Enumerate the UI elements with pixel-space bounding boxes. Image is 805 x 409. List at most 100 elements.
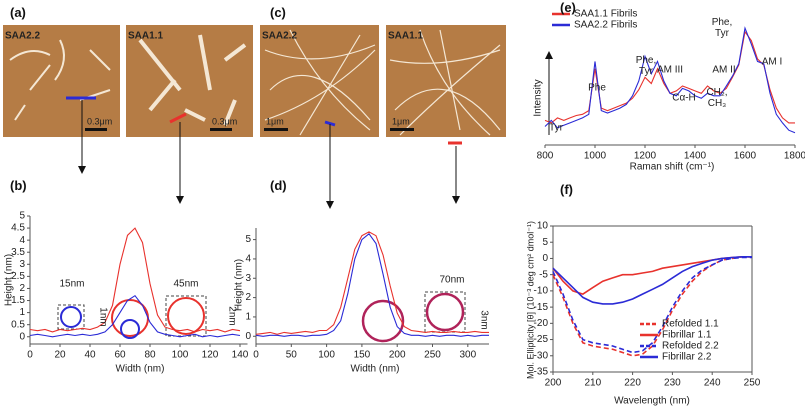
afm-image (3, 25, 120, 137)
scale-label: 1μm (266, 116, 284, 126)
x-tick-label: 120 (202, 350, 219, 361)
annotation: Cα-H (672, 92, 696, 104)
annotation: Phe, Tyr (711, 17, 733, 39)
panel-label: (e) (560, 0, 576, 15)
annotation: 70nm (439, 274, 465, 286)
scale-bar (390, 128, 414, 131)
scale-bar (85, 128, 107, 131)
x-tick-label: 50 (286, 350, 298, 361)
x-tick-label: 300 (459, 350, 476, 361)
y-tick-label: 5 (245, 234, 251, 245)
annotation: 2nm (226, 306, 238, 326)
y-tick-label: 1 (245, 312, 251, 323)
y-tick-label: 2 (19, 283, 25, 294)
panel-label: (d) (270, 178, 287, 193)
annotation: Phe (588, 82, 606, 94)
y-tick-label: -25 (534, 334, 549, 345)
series-line (255, 231, 489, 335)
y-tick-label: 2 (245, 292, 251, 303)
x-tick-label: 800 (537, 151, 554, 162)
series-line (29, 227, 241, 333)
y-tick-label: 0.5 (11, 319, 25, 330)
series-line (552, 256, 752, 305)
scale-label: 0.3μm (212, 116, 237, 126)
y-tick-label: -20 (534, 318, 549, 329)
y-tick-label: 0 (542, 253, 548, 264)
x-tick-label: 40 (84, 350, 96, 361)
x-tick-label: 80 (144, 350, 156, 361)
y-tick-label: 3 (245, 273, 251, 284)
afm-image (386, 25, 506, 145)
annotation: Phe, Tyr (635, 55, 657, 77)
legend-label: SAA2.2 Fibrils (574, 20, 637, 31)
scale-label: 1μm (392, 116, 410, 126)
y-axis-label: Intensity (533, 79, 544, 116)
cross-section-diagram (57, 291, 466, 343)
y-axis-label: Height (nm) (4, 254, 15, 306)
x-tick-label: 0 (253, 350, 259, 361)
afm-label: SAA1.1 (128, 31, 163, 42)
x-tick-label: 200 (545, 378, 562, 389)
x-axis-label: Width (nm) (351, 364, 400, 375)
x-tick-label: 150 (354, 350, 371, 361)
series-line (544, 30, 795, 124)
x-tick-label: 1200 (634, 151, 657, 162)
y-tick-label: -5 (539, 269, 548, 280)
x-tick-label: 1800 (784, 151, 805, 162)
panel-label: (a) (10, 5, 26, 20)
annotation: AM III (656, 64, 684, 76)
y-tick-label: 5 (19, 211, 25, 222)
y-tick-label: 10 (537, 221, 549, 232)
x-tick-label: 200 (389, 350, 406, 361)
legend-label: Fibrillar 1.1 (662, 330, 712, 341)
x-tick-label: 210 (584, 378, 601, 389)
y-tick-label: 2.5 (11, 271, 25, 282)
legend-label: SAA1.1 Fibrils (574, 9, 637, 20)
y-axis-label: Mol. Ellipticity [θ] (10⁻³ deg cm² dmol⁻… (525, 221, 535, 379)
y-tick-label: -35 (534, 367, 549, 378)
x-tick-label: 100 (318, 350, 335, 361)
x-tick-label: 60 (114, 350, 126, 361)
x-tick-label: 100 (172, 350, 189, 361)
x-tick-label: 220 (624, 378, 641, 389)
afm-image (126, 25, 253, 137)
y-tick-label: 3 (19, 259, 25, 270)
y-tick-label: -30 (534, 350, 549, 361)
panel-label: (b) (10, 178, 27, 193)
y-tick-label: 1 (19, 307, 25, 318)
y-tick-label: 5 (542, 237, 548, 248)
x-tick-label: 1400 (684, 151, 707, 162)
series-line (255, 233, 489, 337)
x-tick-label: 20 (54, 350, 66, 361)
scale-bar (264, 128, 288, 131)
y-tick-label: 4 (245, 254, 251, 265)
y-tick-label: 4 (19, 235, 25, 246)
afm-label: SAA2.2 (262, 31, 297, 42)
x-tick-label: 230 (664, 378, 681, 389)
y-tick-label: 1.5 (11, 295, 25, 306)
legend-label: Refolded 1.1 (662, 319, 719, 330)
y-tick-label: -10 (534, 286, 549, 297)
x-axis-label: Raman shift (cm⁻¹) (630, 162, 715, 173)
y-tick-label: -15 (534, 302, 549, 313)
legend-label: Fibrillar 2.2 (662, 352, 712, 363)
y-tick-label: 4.5 (11, 223, 25, 234)
annotation: 3nm (478, 310, 490, 330)
scale-bar (210, 128, 232, 131)
annotation: AM I (761, 56, 783, 68)
x-tick-label: 250 (424, 350, 441, 361)
y-axis-label: Height (nm) (234, 259, 245, 311)
legend-label: Refolded 2.2 (662, 341, 719, 352)
series-line (552, 256, 752, 354)
annotation: AM II (712, 64, 736, 76)
afm-label: SAA1.1 (388, 31, 423, 42)
afm-image (260, 25, 379, 137)
y-tick-label: 0 (19, 331, 25, 342)
x-tick-label: 1000 (584, 151, 607, 162)
annotation: Tyr (549, 122, 563, 134)
panel-label: (c) (270, 5, 286, 20)
annotation: 15nm (59, 278, 85, 290)
y-tick-label: 3.5 (11, 247, 25, 258)
